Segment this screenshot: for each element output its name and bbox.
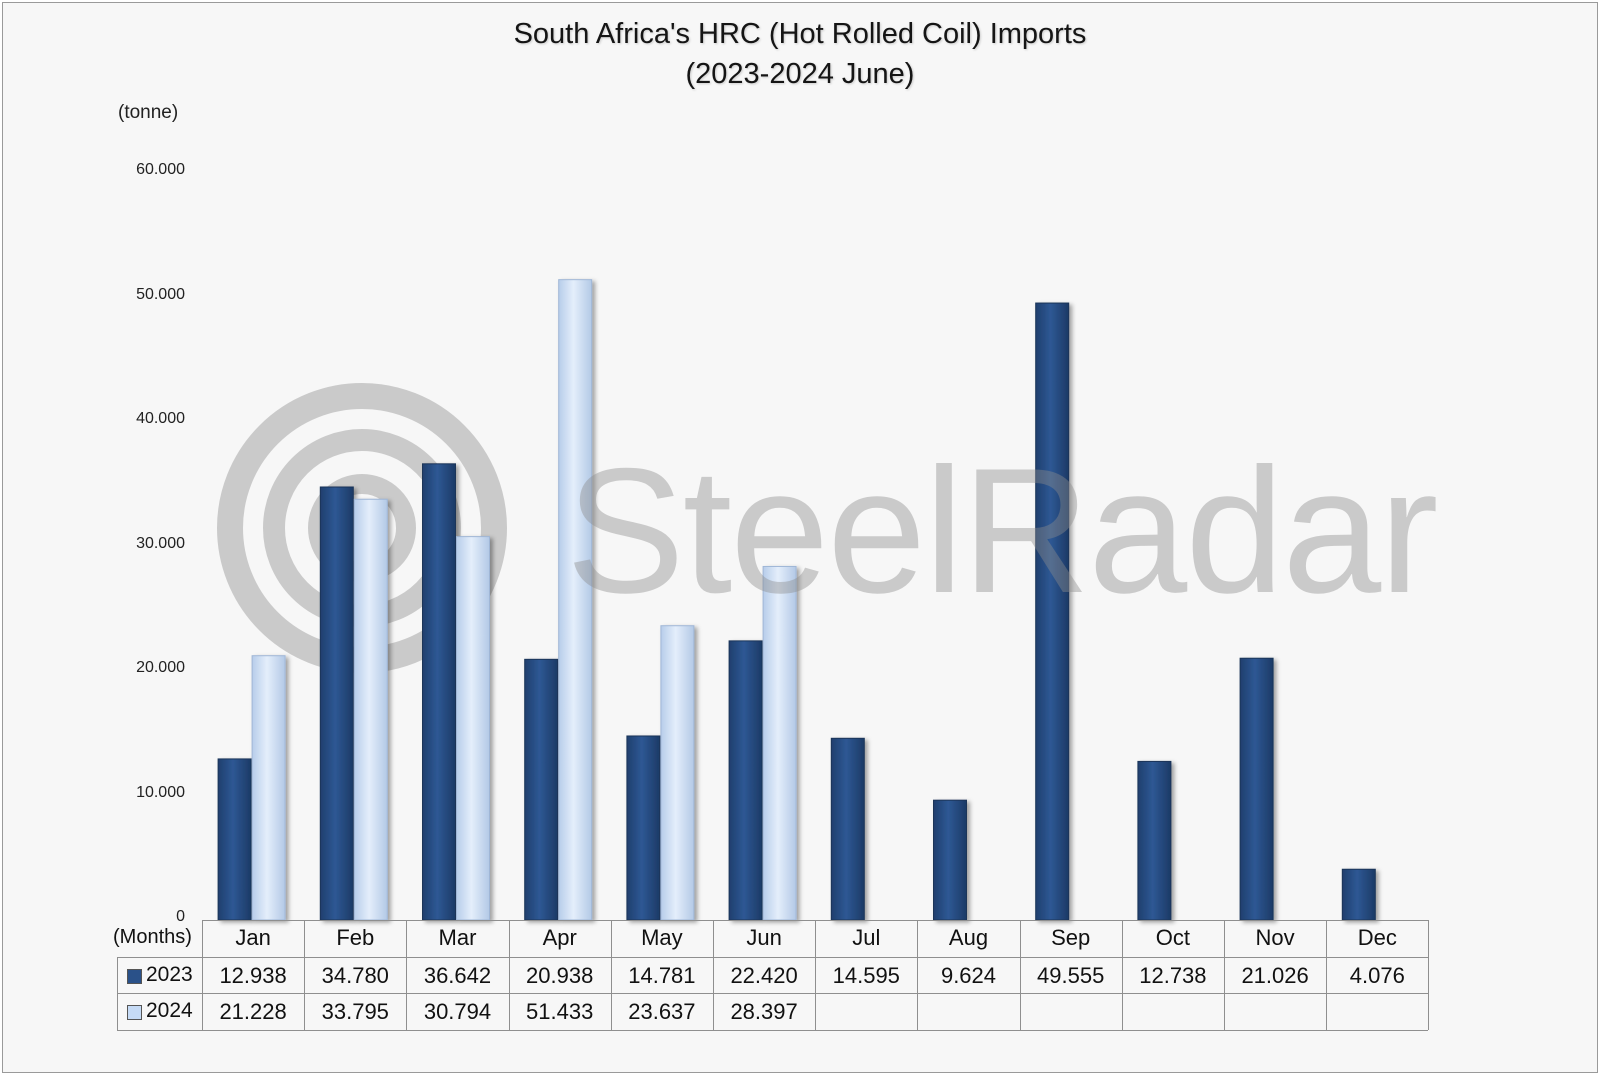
- bar-2023-mar: [422, 463, 456, 921]
- bar-2024-apr: [558, 279, 593, 921]
- data-label-2024: 23.637: [628, 999, 696, 1024]
- bar-2023-nov: [1239, 657, 1274, 921]
- bar-2023-aug: [933, 799, 967, 921]
- x-axis-label: (Months): [113, 926, 192, 948]
- bars: [217, 279, 1376, 921]
- x-tick-label: Jul: [852, 925, 881, 950]
- bar-2024-may: [660, 625, 695, 921]
- table-column-divider: [1224, 920, 1225, 1030]
- y-tick-label: 50.000: [136, 285, 185, 303]
- table-column-divider: [610, 920, 612, 1030]
- table-column-divider: [202, 920, 203, 1030]
- table-column-divider: [1326, 920, 1328, 1030]
- x-tick-label: Jan: [235, 925, 271, 950]
- y-tick-label: 0: [176, 908, 185, 925]
- x-tick-label: Sep: [1051, 925, 1091, 950]
- bar-2023-may: [626, 735, 661, 921]
- legend-swatch-2023: [127, 969, 142, 984]
- x-tick-label: Aug: [948, 925, 989, 950]
- table-row-divider: [117, 957, 1429, 958]
- legend-label-2024: 2024: [146, 999, 193, 1022]
- y-tick-label: 20.000: [136, 659, 185, 676]
- chart-title: South Africa's HRC (Hot Rolled Coil) Imp…: [513, 18, 1087, 50]
- table-row-divider: [117, 993, 1429, 994]
- bar-2023-jan: [217, 758, 252, 921]
- bar-2023-oct: [1137, 760, 1172, 921]
- bar-2023-jun: [728, 640, 763, 921]
- y-tick-label: 30.000: [136, 534, 185, 552]
- data-label-2023: 21.026: [1241, 963, 1309, 988]
- bar-2023-feb: [319, 486, 354, 921]
- data-label-2024: 21.228: [219, 999, 287, 1024]
- bar-2024-jan: [251, 655, 286, 921]
- bar-2024-feb: [353, 498, 388, 921]
- table-column-divider: [917, 920, 919, 1030]
- x-tick-label: Jun: [746, 925, 782, 950]
- table-column-divider: [1121, 920, 1123, 1030]
- table-border-bottom: [117, 1030, 1429, 1031]
- bar-2024-mar: [456, 536, 490, 921]
- data-label-2023: 36.642: [423, 963, 492, 988]
- data-label-2023: 20.938: [526, 963, 594, 988]
- x-tick-label: Oct: [1155, 925, 1190, 950]
- bar-2023-dec: [1341, 868, 1376, 921]
- chart-subtitle: (2023-2024 June): [685, 58, 915, 90]
- data-label-2024: 30.794: [423, 999, 492, 1024]
- table-column-divider: [1019, 920, 1021, 1030]
- x-tick-label: May: [641, 925, 683, 950]
- bar-2023-sep: [1035, 302, 1070, 921]
- data-label-2023: 34.780: [321, 963, 389, 988]
- table-column-divider: [1428, 920, 1430, 1030]
- y-tick-label: 40.000: [136, 410, 185, 427]
- data-label-2024: 28.397: [730, 999, 798, 1024]
- y-axis-unit-label: (tonne): [118, 102, 179, 123]
- bar-2023-jul: [830, 737, 865, 921]
- y-tick-label: 10.000: [136, 783, 185, 801]
- bar-2023-apr: [524, 658, 559, 921]
- bar-2024-jun: [762, 565, 797, 921]
- data-label-2023: 12.738: [1139, 963, 1207, 988]
- table-column-divider: [406, 920, 408, 1030]
- table-border-left: [117, 957, 118, 1030]
- x-tick-label: Apr: [542, 925, 577, 950]
- x-tick-label: Dec: [1357, 925, 1397, 950]
- y-tick-label: 60.000: [136, 161, 185, 178]
- data-label-2023: 22.420: [730, 963, 798, 988]
- table-column-divider: [304, 920, 306, 1030]
- data-label-2023: 14.595: [832, 963, 900, 988]
- table-column-divider: [508, 920, 510, 1030]
- legend-swatch-2024: [127, 1005, 142, 1020]
- data-label-2024: 33.795: [321, 999, 389, 1024]
- data-label-2023: 9.624: [940, 963, 997, 988]
- data-label-2023: 12.938: [219, 963, 287, 988]
- legend-label-2023: 2023: [146, 963, 193, 986]
- x-tick-label: Feb: [336, 925, 375, 950]
- data-label-2023: 49.555: [1037, 963, 1105, 988]
- table-column-divider: [713, 920, 714, 1030]
- x-tick-label: Nov: [1255, 925, 1295, 950]
- x-tick-label: Mar: [438, 925, 477, 950]
- table-column-divider: [815, 920, 817, 1030]
- data-label-2024: 51.433: [526, 999, 594, 1024]
- data-label-2023: 14.781: [628, 963, 696, 988]
- data-label-2023: 4.076: [1349, 963, 1405, 988]
